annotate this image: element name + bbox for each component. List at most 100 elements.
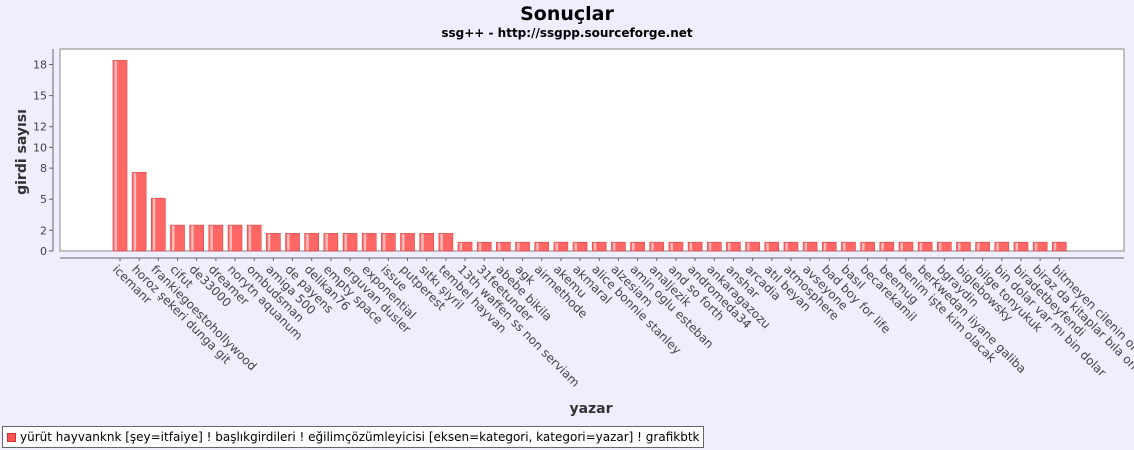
bar-highlight <box>862 242 865 251</box>
bar-highlight <box>248 225 252 251</box>
bar-body <box>764 241 780 252</box>
y-axis-label: girdi sayısı <box>14 109 30 195</box>
bar <box>1013 241 1029 252</box>
bar <box>342 233 358 252</box>
bar-highlight <box>632 242 635 251</box>
bar <box>304 233 320 252</box>
bar <box>956 241 971 252</box>
bar-highlight <box>996 242 999 251</box>
bar <box>937 241 952 252</box>
y-tick-label: 15 <box>33 90 47 103</box>
bar <box>860 241 875 252</box>
bar-body <box>496 241 511 252</box>
bar <box>591 241 607 252</box>
chart-title: Sonuçlar <box>520 3 614 25</box>
bar-highlight <box>478 242 482 251</box>
bar <box>783 241 799 252</box>
y-tick-label: 0 <box>40 245 47 258</box>
bar-highlight <box>919 242 923 251</box>
bar-highlight <box>172 225 175 251</box>
bar-highlight <box>804 242 808 251</box>
bar-body <box>553 241 569 252</box>
bar-body <box>821 241 837 252</box>
legend: yürüt hayvanknk [şey=itfaiye] ! başlıkgi… <box>2 426 705 448</box>
y-tick-label: 12 <box>33 121 47 134</box>
bar-body <box>745 241 760 252</box>
bar-highlight <box>210 225 213 251</box>
y-tick-label: 5 <box>40 193 47 206</box>
bar-highlight <box>957 242 961 251</box>
bar-highlight <box>191 225 194 251</box>
bar <box>476 241 492 252</box>
bar <box>764 241 780 252</box>
bar-body <box>726 241 741 252</box>
bar-body <box>668 241 684 252</box>
bar-highlight <box>536 242 539 251</box>
bar-body <box>649 241 665 252</box>
bar-highlight <box>823 242 827 251</box>
bar-highlight <box>1015 242 1018 251</box>
legend-swatch <box>7 432 16 442</box>
bar-body <box>515 241 530 252</box>
bar-body <box>591 241 607 252</box>
bar <box>975 241 990 252</box>
bar-highlight <box>363 233 367 251</box>
bar <box>400 233 415 252</box>
y-tick-label: 10 <box>33 141 47 154</box>
bar <box>1032 241 1048 252</box>
bar-body <box>879 241 895 252</box>
bar-body <box>860 241 875 252</box>
bar-body <box>802 241 818 252</box>
bar-body <box>1032 241 1048 252</box>
bar-body <box>611 241 626 252</box>
bar-highlight <box>229 225 233 251</box>
bar-highlight <box>344 233 348 251</box>
bar-highlight <box>459 242 463 251</box>
bar-body <box>917 241 933 252</box>
bar-highlight <box>881 242 884 251</box>
bar-body <box>476 241 492 252</box>
bar-highlight <box>421 233 424 251</box>
bar <box>285 233 300 252</box>
bar <box>496 241 511 252</box>
bar-highlight <box>325 233 328 251</box>
bar-highlight <box>555 242 558 251</box>
bar-highlight <box>306 233 309 251</box>
bar <box>361 233 377 252</box>
bar-body <box>898 241 914 252</box>
bar-highlight <box>1053 242 1057 251</box>
bar-body <box>937 241 952 252</box>
bar <box>553 241 569 252</box>
bar-highlight <box>938 242 942 251</box>
legend-label: yürüt hayvanknk [şey=itfaiye] ! başlıkgi… <box>20 430 700 444</box>
bar <box>266 233 281 252</box>
bar-body <box>687 241 703 252</box>
plot-area <box>59 48 1125 252</box>
bar-highlight <box>708 242 712 251</box>
bar-highlight <box>593 242 597 251</box>
bar-highlight <box>689 242 693 251</box>
bar <box>898 241 914 252</box>
bar <box>668 241 684 252</box>
bar-body <box>1052 241 1067 252</box>
bar <box>802 241 818 252</box>
bar-body <box>706 241 722 252</box>
bar-body <box>572 241 588 252</box>
bar-highlight <box>785 242 788 251</box>
bar-highlight <box>382 233 386 251</box>
bar <box>457 241 473 252</box>
bar <box>687 241 703 252</box>
bar-highlight <box>133 172 137 251</box>
bar-highlight <box>727 242 731 251</box>
bar-highlight <box>517 242 520 251</box>
y-axis: 0 2 5 8 10 12 15 18 <box>33 49 54 258</box>
bar <box>419 233 435 252</box>
bar-body <box>841 241 856 252</box>
bar <box>611 241 626 252</box>
bar <box>151 197 166 252</box>
bar <box>131 171 147 252</box>
x-axis-label: yazar <box>569 401 612 417</box>
bar-highlight <box>574 242 578 251</box>
bar <box>821 241 837 252</box>
